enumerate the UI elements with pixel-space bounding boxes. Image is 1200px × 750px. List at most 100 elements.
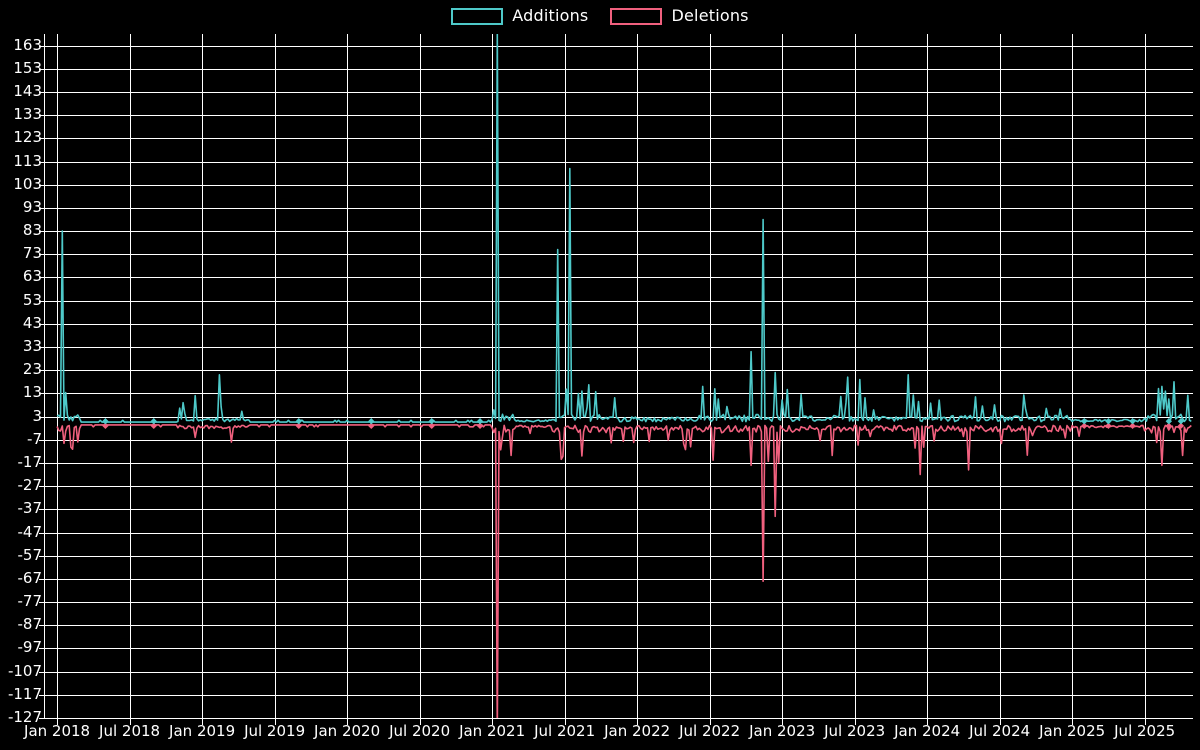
y-axis-tick-label: -97 bbox=[17, 638, 43, 657]
additions-point-marker bbox=[368, 418, 375, 425]
gridline-vertical bbox=[927, 34, 928, 718]
gridline-horizontal bbox=[45, 440, 1193, 441]
y-axis-tickmark bbox=[39, 347, 45, 348]
gridline-horizontal bbox=[45, 533, 1193, 534]
y-axis-tickmark bbox=[39, 301, 45, 302]
legend-label-deletions: Deletions bbox=[671, 6, 749, 25]
x-axis-tick-label: Jul 2025 bbox=[1114, 722, 1176, 740]
additions-point-marker bbox=[428, 418, 435, 425]
gridline-horizontal bbox=[45, 579, 1193, 580]
y-axis-tickmark bbox=[39, 556, 45, 557]
y-axis-tick-label: -27 bbox=[17, 476, 43, 495]
chart-svg bbox=[56, 34, 1192, 718]
gridline-horizontal bbox=[45, 115, 1193, 116]
y-axis-tickmark bbox=[39, 138, 45, 139]
y-axis-tick-label: 73 bbox=[22, 244, 42, 263]
plot-area bbox=[45, 34, 1193, 719]
additions-point-marker bbox=[1105, 418, 1112, 425]
gridline-horizontal bbox=[45, 602, 1193, 603]
gridline-vertical bbox=[1072, 34, 1073, 718]
y-axis-tickmark bbox=[39, 115, 45, 116]
series-deletions[interactable] bbox=[56, 422, 1192, 718]
x-axis-tickmark bbox=[710, 719, 711, 725]
x-axis-tickmark bbox=[420, 719, 421, 725]
y-axis-tickmark bbox=[39, 486, 45, 487]
y-axis-line bbox=[44, 34, 45, 719]
deletions-point-marker bbox=[368, 422, 375, 430]
y-axis-tickmark bbox=[39, 46, 45, 47]
x-axis-tick-label: Jan 2020 bbox=[314, 722, 381, 740]
gridline-horizontal bbox=[45, 556, 1193, 557]
gridline-horizontal bbox=[45, 718, 1193, 719]
y-axis-tick-label: 113 bbox=[13, 151, 42, 170]
y-axis-tickmark bbox=[39, 208, 45, 209]
gridline-horizontal bbox=[45, 648, 1193, 649]
gridline-vertical bbox=[782, 34, 783, 718]
y-axis-tick-label: 33 bbox=[22, 337, 42, 356]
gridline-vertical bbox=[1000, 34, 1001, 718]
gridline-horizontal bbox=[45, 486, 1193, 487]
series-layer bbox=[45, 34, 1193, 718]
gridline-horizontal bbox=[45, 254, 1193, 255]
additions-point-marker bbox=[295, 418, 302, 425]
legend-item-deletions[interactable]: Deletions bbox=[610, 6, 749, 25]
y-axis-tick-label: -37 bbox=[17, 499, 43, 518]
x-axis-tick-label: Jul 2022 bbox=[679, 722, 741, 740]
gridline-vertical bbox=[1145, 34, 1146, 718]
deletions-line bbox=[56, 424, 1192, 718]
additions-point-marker bbox=[1165, 418, 1173, 425]
x-axis-tickmark bbox=[637, 719, 638, 725]
y-axis-tick-label: 93 bbox=[22, 197, 42, 216]
y-axis-tickmark bbox=[39, 602, 45, 603]
gridline-vertical bbox=[420, 34, 421, 718]
y-axis-tick-label: 153 bbox=[13, 58, 42, 77]
y-axis-labels: 163 153 143 133 123 113 103 93 83 73 63 53 43 33 23 13 3… bbox=[0, 0, 42, 750]
gridline-vertical bbox=[565, 34, 566, 718]
x-axis-tick-label: Jul 2020 bbox=[389, 722, 451, 740]
deletions-point-marker bbox=[476, 422, 484, 430]
gridline-horizontal bbox=[45, 138, 1193, 139]
x-axis-tick-label: Jan 2023 bbox=[749, 722, 816, 740]
y-axis-tickmark bbox=[39, 277, 45, 278]
y-axis-tick-label: -67 bbox=[17, 568, 43, 587]
x-axis-tickmark bbox=[1000, 719, 1001, 725]
y-axis-tickmark bbox=[39, 672, 45, 673]
deletions-point-marker bbox=[1165, 422, 1173, 430]
gridline-horizontal bbox=[45, 417, 1193, 418]
gridline-horizontal bbox=[45, 208, 1193, 209]
additions-point-marker bbox=[1081, 418, 1088, 425]
y-axis-tickmark bbox=[39, 718, 45, 719]
x-axis-tick-label: Jul 2019 bbox=[244, 722, 306, 740]
gridline-horizontal bbox=[45, 162, 1193, 163]
gridline-horizontal bbox=[45, 324, 1193, 325]
legend-item-additions[interactable]: Additions bbox=[451, 7, 588, 25]
y-axis-tickmark bbox=[39, 533, 45, 534]
y-axis-tick-label: -117 bbox=[7, 684, 42, 703]
gridline-horizontal bbox=[45, 370, 1193, 371]
gridline-horizontal bbox=[45, 231, 1193, 232]
gridline-horizontal bbox=[45, 46, 1193, 47]
y-axis-tick-label: -87 bbox=[17, 615, 43, 634]
y-axis-tick-label: -17 bbox=[17, 452, 43, 471]
deletions-point-marker bbox=[428, 422, 435, 430]
gridline-horizontal bbox=[45, 463, 1193, 464]
series-additions[interactable] bbox=[56, 34, 1192, 425]
deletions-point-marker bbox=[295, 422, 302, 430]
x-axis-tickmark bbox=[927, 719, 928, 725]
y-axis-tick-label: 143 bbox=[13, 81, 42, 100]
gridline-horizontal bbox=[45, 277, 1193, 278]
additions-point-marker bbox=[476, 418, 484, 425]
y-axis-tickmark bbox=[39, 695, 45, 696]
gridline-horizontal bbox=[45, 185, 1193, 186]
x-axis-tick-label: Jan 2025 bbox=[1039, 722, 1106, 740]
gridline-vertical bbox=[202, 34, 203, 718]
y-axis-tick-label: 63 bbox=[22, 267, 42, 286]
y-axis-tickmark bbox=[39, 324, 45, 325]
x-axis-tick-label: Jan 2021 bbox=[459, 722, 526, 740]
x-axis-tickmark bbox=[130, 719, 131, 725]
y-axis-tick-label: -57 bbox=[17, 545, 43, 564]
gridline-horizontal bbox=[45, 301, 1193, 302]
legend-swatch-additions bbox=[451, 7, 504, 25]
x-axis-tickmark bbox=[347, 719, 348, 725]
y-axis-tick-label: 53 bbox=[22, 290, 42, 309]
